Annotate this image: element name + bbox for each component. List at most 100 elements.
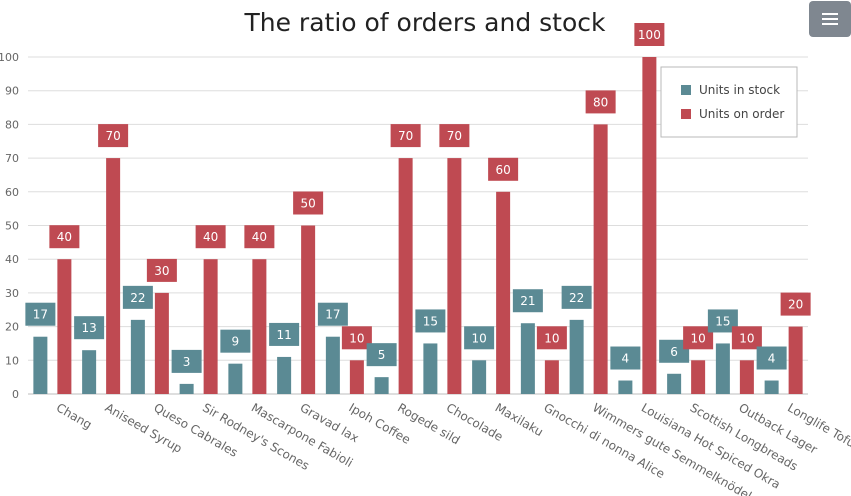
data-label-box: [341, 326, 372, 350]
y-axis: 0 10 20 30 40 50 60 70 80 90 100: [0, 51, 19, 401]
data-label-box: [195, 225, 226, 249]
data-label: 40: [252, 230, 267, 244]
data-label-box: [220, 329, 251, 353]
bar-units-on-order[interactable]: [496, 191, 511, 394]
bar-units-on-order[interactable]: [106, 158, 121, 394]
data-label: 70: [105, 129, 120, 143]
bar-units-on-order[interactable]: [349, 360, 364, 394]
data-label-box: [122, 285, 153, 309]
data-label-box: [585, 90, 616, 114]
bar-units-on-order[interactable]: [398, 158, 413, 394]
bar-units-in-stock[interactable]: [472, 360, 487, 394]
data-label: 21: [520, 294, 535, 308]
y-tick-label: 80: [5, 118, 19, 131]
legend: Units in stock Units on order: [660, 66, 798, 138]
data-label: 20: [788, 298, 803, 312]
legend-swatch-units-in-stock: [681, 85, 691, 95]
bar-units-in-stock[interactable]: [764, 380, 779, 394]
data-label: 17: [33, 308, 48, 322]
bar-units-on-order[interactable]: [642, 57, 657, 394]
data-label-box: [366, 343, 397, 367]
data-label-box: [536, 326, 567, 350]
bar-units-in-stock[interactable]: [374, 377, 389, 394]
data-label-box: [512, 289, 543, 313]
data-label-box: [756, 346, 787, 370]
data-label: 11: [276, 328, 291, 342]
data-label: 4: [622, 352, 630, 366]
data-label-box: [171, 349, 202, 373]
bar-units-on-order[interactable]: [788, 326, 803, 394]
data-label: 70: [447, 129, 462, 143]
data-label-box: [780, 292, 811, 316]
data-label-box: [439, 124, 470, 148]
data-label-box: [488, 157, 519, 181]
bar-units-in-stock[interactable]: [277, 356, 292, 394]
data-label-box: [464, 326, 495, 350]
y-tick-label: 60: [5, 186, 19, 199]
bar-units-on-order[interactable]: [739, 360, 754, 394]
data-label-box: [634, 23, 665, 46]
data-label-box: [707, 309, 738, 333]
data-label-box: [98, 124, 129, 148]
legend-swatch-units-on-order: [681, 109, 691, 119]
bars[interactable]: [33, 57, 803, 395]
bar-units-in-stock[interactable]: [618, 380, 633, 394]
bar-units-in-stock[interactable]: [228, 363, 243, 394]
y-tick-label: 10: [5, 354, 19, 367]
bar-units-on-order[interactable]: [593, 124, 608, 395]
legend-label-units-on-order[interactable]: Units on order: [699, 107, 784, 121]
data-label-box: [561, 285, 592, 309]
bar-units-in-stock[interactable]: [130, 319, 145, 394]
bar-units-on-order[interactable]: [691, 360, 706, 394]
hamburger-menu-icon-line: [822, 18, 838, 20]
data-label: 70: [398, 129, 413, 143]
data-label-box: [244, 225, 275, 249]
data-label: 15: [423, 314, 438, 328]
bar-units-in-stock[interactable]: [423, 343, 438, 394]
data-label-box: [49, 225, 80, 249]
legend-label-units-in-stock[interactable]: Units in stock: [699, 83, 780, 97]
y-tick-label: 0: [12, 388, 19, 401]
bar-units-on-order[interactable]: [203, 259, 218, 394]
data-label-box: [610, 346, 641, 370]
data-label: 13: [81, 321, 96, 335]
bar-units-in-stock[interactable]: [179, 383, 194, 394]
data-label: 30: [154, 264, 169, 278]
chart-title: The ratio of orders and stock: [243, 8, 606, 37]
bar-units-on-order[interactable]: [301, 225, 316, 395]
data-label-box: [659, 339, 690, 363]
data-label-box: [683, 326, 714, 350]
data-label: 10: [349, 331, 364, 345]
bar-units-in-stock[interactable]: [82, 350, 97, 394]
data-label: 40: [203, 230, 218, 244]
hamburger-menu-icon: [822, 13, 838, 15]
bar-units-on-order[interactable]: [154, 292, 169, 394]
bar-units-in-stock[interactable]: [520, 323, 535, 394]
data-label: 40: [57, 230, 72, 244]
data-label: 9: [232, 335, 240, 349]
data-label: 50: [300, 197, 315, 211]
data-label-box: [25, 302, 56, 326]
data-label-box: [731, 326, 762, 350]
bar-units-in-stock[interactable]: [33, 336, 48, 394]
data-label-box: [146, 258, 177, 282]
bar-units-on-order[interactable]: [57, 259, 72, 394]
data-label: 17: [325, 308, 340, 322]
y-tick-label: 30: [5, 287, 19, 300]
y-tick-label: 70: [5, 152, 19, 165]
bar-units-in-stock[interactable]: [715, 343, 730, 394]
data-label: 10: [471, 331, 486, 345]
bar-units-in-stock[interactable]: [667, 373, 682, 394]
bar-units-in-stock[interactable]: [569, 319, 584, 394]
bar-units-on-order[interactable]: [252, 259, 267, 394]
hamburger-menu-button[interactable]: [809, 1, 851, 37]
data-label-box: [317, 302, 348, 326]
data-label: 22: [130, 291, 145, 305]
bar-units-on-order[interactable]: [544, 360, 559, 394]
bar-units-on-order[interactable]: [447, 158, 462, 394]
data-label: 5: [378, 348, 386, 362]
bar-units-in-stock[interactable]: [325, 336, 340, 394]
y-tick-label: 50: [5, 220, 19, 233]
